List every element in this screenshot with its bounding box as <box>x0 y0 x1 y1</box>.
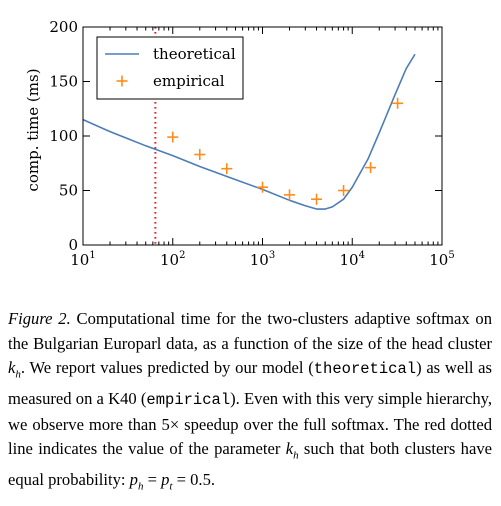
empirical-point <box>194 149 206 161</box>
caption-eq-mid: = <box>143 470 162 490</box>
y-tick-label: 200 <box>49 18 78 36</box>
x-tick-label: 103 <box>250 250 275 269</box>
empirical-point <box>257 181 268 193</box>
caption-eq-end: = 0.5. <box>172 470 216 490</box>
legend-label: theoretical <box>153 45 236 63</box>
caption-text-5: such that both clusters have equal proba… <box>8 439 492 490</box>
x-tick-label: 101 <box>70 250 95 269</box>
empirical-point <box>221 163 233 175</box>
caption-eq-ph: ph <box>129 470 144 493</box>
caption-text-2: . We report values predicted by our mode… <box>20 358 314 378</box>
y-tick-label: 50 <box>59 182 78 200</box>
caption-text-4: ). Even with this very simple hierarchy,… <box>8 389 492 459</box>
empirical-point <box>338 185 350 196</box>
empirical-point <box>365 162 377 174</box>
y-tick-label: 100 <box>49 127 78 145</box>
empirical-point <box>284 189 296 201</box>
y-axis-label: comp. time (ms) <box>24 68 42 191</box>
empirical-point <box>311 193 323 205</box>
legend-box <box>96 36 244 100</box>
theoretical-line <box>82 53 416 210</box>
x-tick-label: 102 <box>160 250 185 269</box>
legend-label: empirical <box>153 72 225 90</box>
chart: 101 102 103 104 105 0 50 100 150 200 comp. time (… <box>24 18 455 269</box>
y-tick-label: 150 <box>49 73 78 91</box>
caption-text-3: ) as well as measured on a K40 ( <box>8 358 492 409</box>
caption-eq-pt: pt <box>161 470 173 493</box>
empirical-point <box>392 97 404 109</box>
caption-label: Figure 2. <box>8 309 71 328</box>
x-tick-label: 104 <box>340 250 365 269</box>
caption-text-1: Computational time for the two-clusters … <box>8 309 492 353</box>
caption-theoretical: theoretical <box>313 360 417 379</box>
caption-empirical: empirical <box>146 391 231 410</box>
caption-kh-2: kh <box>285 439 299 462</box>
legend: theoretical empirical <box>96 36 244 100</box>
empirical-point <box>167 131 179 143</box>
caption-kh: kh <box>8 358 21 381</box>
y-tick-label: 0 <box>68 236 78 254</box>
x-tick-label: 105 <box>429 250 454 269</box>
figure-caption: Figure 2. Computational time for the two… <box>8 307 492 499</box>
